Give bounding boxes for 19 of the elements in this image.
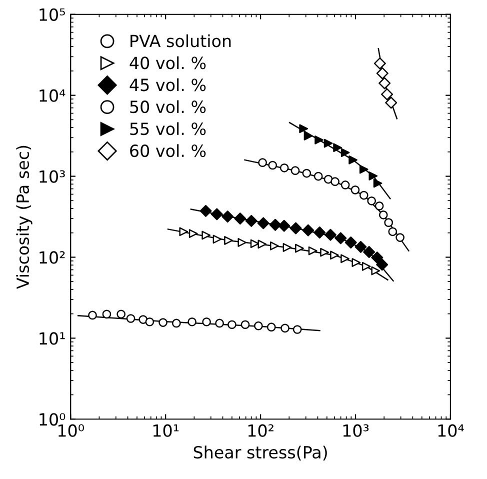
legend-label: 60 vol. % [130, 144, 206, 158]
x-tick-label: 10³ [343, 424, 369, 437]
x-tick-label: 10² [248, 424, 274, 437]
x-tick-label: 10¹ [153, 424, 179, 437]
x-tick-label: 10⁴ [438, 424, 464, 437]
y-tick-label: 10³ [40, 170, 65, 183]
y-tick-label: 10⁰ [40, 413, 66, 426]
legend-label: 50 vol. % [130, 100, 206, 114]
x-tick-label: 10⁰ [58, 424, 84, 437]
legend-label: PVA solution [130, 34, 231, 48]
x-axis-title: Shear stress(Pa) [194, 446, 327, 461]
legend-label: 45 vol. % [130, 78, 206, 92]
legend-label: 55 vol. % [130, 122, 206, 136]
y-tick-label: 10¹ [40, 332, 65, 345]
y-tick-label: 10⁴ [40, 89, 66, 102]
legend-label: 40 vol. % [130, 56, 206, 70]
y-axis-title: Viscosity (Pa sec) [16, 146, 32, 289]
y-tick-label: 10⁵ [40, 8, 65, 21]
y-tick-label: 10² [40, 251, 65, 264]
